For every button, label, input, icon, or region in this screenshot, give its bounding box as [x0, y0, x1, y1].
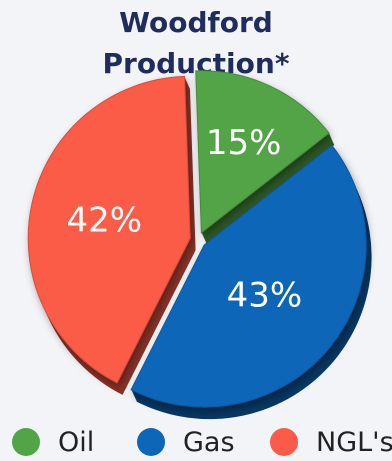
- legend-label-oil: Oil: [58, 426, 95, 458]
- pie-chart: 15% 43% 42%: [27, 70, 372, 420]
- slice-gas: [130, 144, 367, 408]
- slice-label-ngls: 42%: [66, 200, 142, 240]
- legend-swatch-gas: [137, 428, 165, 456]
- legend-swatch-oil: [12, 428, 40, 456]
- legend-swatch-ngls: [270, 428, 298, 456]
- slice-ngls: [27, 75, 191, 384]
- legend-item-oil: Oil: [12, 423, 94, 461]
- legend-label-gas: Gas: [183, 426, 235, 458]
- chart-title: Woodford Production*: [0, 2, 392, 84]
- slice-oil: [195, 70, 330, 234]
- legend-label-ngls: NGL's: [316, 426, 392, 458]
- legend: Oil Gas NGL's: [0, 423, 392, 461]
- chart-title-line-1: Woodford: [119, 6, 273, 39]
- slice-label-gas: 43%: [227, 276, 303, 316]
- legend-item-gas: Gas: [137, 423, 235, 461]
- slice-label-oil: 15%: [206, 123, 282, 163]
- legend-item-ngls: NGL's: [270, 423, 392, 461]
